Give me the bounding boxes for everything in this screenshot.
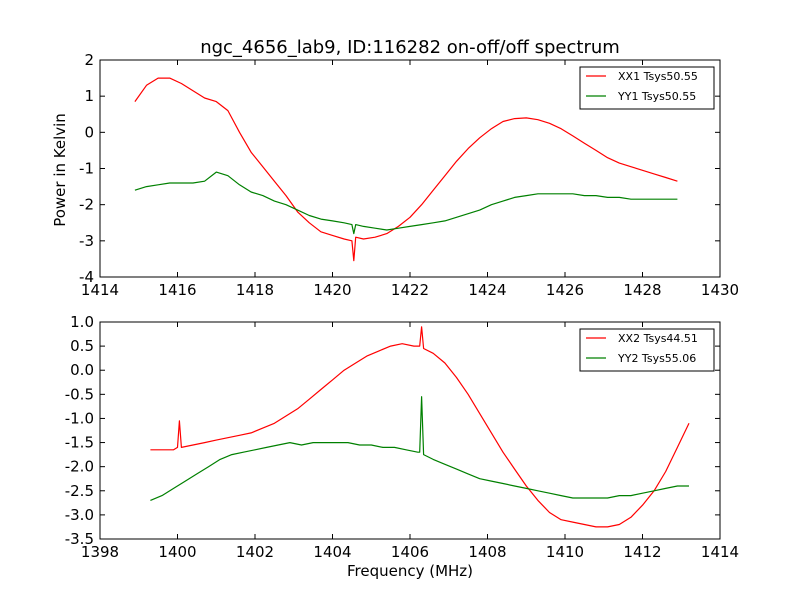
y-tick-label: -2.5 bbox=[65, 482, 94, 500]
x-tick-label: 1426 bbox=[546, 281, 584, 299]
y-tick-label: 1.0 bbox=[70, 313, 94, 331]
y-tick-label: 2 bbox=[84, 51, 94, 69]
series-line-yy2 bbox=[150, 396, 689, 501]
top-axis-ticks: 1414 1416 1418 1420 1422 1424 1426 1428 1430 -4 -3… bbox=[79, 51, 739, 299]
x-tick-label: 1418 bbox=[236, 281, 274, 299]
x-tick-label: 1424 bbox=[468, 281, 506, 299]
x-tick-label: 1400 bbox=[158, 543, 196, 561]
y-axis-label: Power in Kelvin bbox=[51, 113, 69, 227]
x-tick-label: 1404 bbox=[313, 543, 351, 561]
bottom-series-lines bbox=[150, 326, 690, 528]
legend-label-yy2: YY2 Tsys55.06 bbox=[617, 352, 696, 365]
series-line-yy1 bbox=[134, 171, 678, 235]
y-tick-label: -1.0 bbox=[65, 409, 94, 427]
x-tick-label: 1414 bbox=[81, 281, 119, 299]
bottom-axis-ticks: 1398 1400 1402 1404 1406 1408 1410 1412 1414 -3.5… bbox=[65, 313, 739, 561]
y-tick-label: 0.5 bbox=[70, 337, 94, 355]
chart-title: ngc_4656_lab9, ID:116282 on-off/off spec… bbox=[200, 37, 620, 58]
y-tick-label: -2 bbox=[79, 196, 94, 214]
bottom-spectrum-panel: 1398 1400 1402 1404 1406 1408 1410 1412 1414 -3.5… bbox=[65, 313, 739, 580]
x-tick-label: 1422 bbox=[391, 281, 429, 299]
x-tick-label: 1420 bbox=[313, 281, 351, 299]
y-tick-label: 1 bbox=[84, 87, 94, 105]
bottom-legend: XX2 Tsys44.51 YY2 Tsys55.06 bbox=[579, 328, 715, 372]
legend-label-xx2: XX2 Tsys44.51 bbox=[618, 332, 698, 345]
series-line-xx1 bbox=[134, 77, 678, 262]
y-tick-label: 0.0 bbox=[70, 361, 94, 379]
y-tick-label: -1 bbox=[79, 160, 94, 178]
x-tick-label: 1398 bbox=[81, 543, 119, 561]
x-tick-label: 1412 bbox=[623, 543, 661, 561]
x-tick-label: 1402 bbox=[236, 543, 274, 561]
x-tick-label: 1414 bbox=[701, 543, 739, 561]
top-series-lines bbox=[134, 77, 678, 262]
top-spectrum-panel: Power in Kelvin 1414 1416 1418 1420 1422 1424… bbox=[51, 51, 739, 299]
y-tick-label: -0.5 bbox=[65, 385, 94, 403]
x-tick-label: 1430 bbox=[701, 281, 739, 299]
x-tick-label: 1408 bbox=[468, 543, 506, 561]
x-tick-label: 1416 bbox=[158, 281, 196, 299]
y-tick-label: -1.5 bbox=[65, 434, 94, 452]
y-tick-label: -3.0 bbox=[65, 506, 94, 524]
x-tick-label: 1406 bbox=[391, 543, 429, 561]
x-tick-label: 1410 bbox=[546, 543, 584, 561]
top-legend: XX1 Tsys50.55 YY1 Tsys50.55 bbox=[579, 66, 715, 110]
legend-label-xx1: XX1 Tsys50.55 bbox=[618, 70, 698, 83]
y-tick-label: -3 bbox=[79, 232, 94, 250]
y-tick-label: 0 bbox=[84, 123, 94, 141]
x-axis-label: Frequency (MHz) bbox=[347, 562, 473, 580]
x-tick-label: 1428 bbox=[623, 281, 661, 299]
y-tick-label: -2.0 bbox=[65, 458, 94, 476]
series-line-xx2 bbox=[150, 326, 690, 528]
y-tick-label: -4 bbox=[79, 268, 94, 286]
y-tick-label: -3.5 bbox=[65, 530, 94, 548]
legend-label-yy1: YY1 Tsys50.55 bbox=[617, 90, 696, 103]
